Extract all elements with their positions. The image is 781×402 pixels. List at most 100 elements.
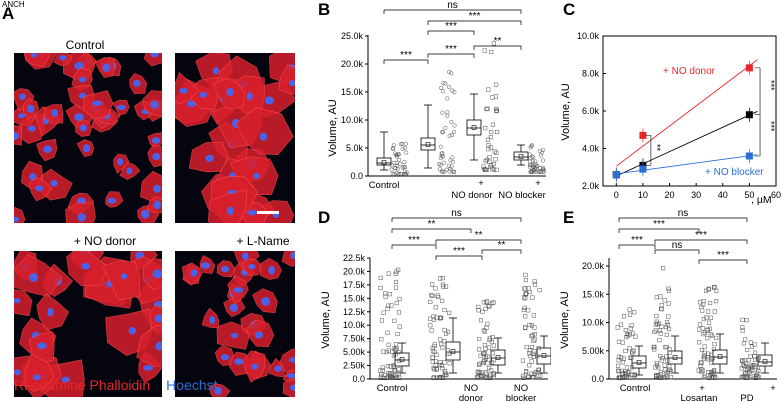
d-noblocker-point [533,370,538,375]
b-g2-point [451,129,457,135]
chart-c: Volume, AU 0 10 20 30 40 50 60 2.0k 4.0k 6.0k 8.0k… [560,31,781,206]
nucleus [126,167,133,175]
cell [278,64,295,96]
d-control-point [381,375,386,381]
e-pd-point [753,375,758,380]
d-noblocker-point [530,295,535,300]
d-control-point [393,279,399,285]
nucleus [226,87,234,97]
e-sig-4-label: ns [672,240,683,251]
e-sig-2-label: *** [653,219,665,230]
e-control-point [616,363,621,368]
e-g2-point [653,322,658,327]
b-nodonor-point [482,166,487,171]
nucleus [117,157,124,166]
nucleus [247,209,257,216]
b-g2-point [450,169,455,174]
e-control-point [631,348,636,353]
d-g2-point [437,375,442,380]
d-nodonor-point [486,303,491,308]
nucleus [78,76,87,83]
panel-label-a: A [2,4,15,23]
b-nodonor-point [482,48,487,53]
e-control-point [630,365,635,370]
e-g2-point [655,363,660,368]
b-g2-point [443,125,448,130]
d-g2-point [442,339,447,344]
c-ylabel: Volume, AU [560,83,572,141]
d-nodonor-point [474,375,479,380]
d-nodonor-point [491,375,496,380]
d-control-point [379,372,384,377]
b-nodonor-point [493,94,498,99]
d-control-point [396,267,401,272]
d-control-point [386,342,391,347]
b-y-tick-label: 0.0 [350,171,363,181]
e-y-tick-label: 10.0k [582,318,605,328]
b-y-tick-label: 5.0k [346,143,364,153]
d-nodonor-point [487,304,492,309]
e-control-point [617,375,622,380]
e-losartan-point [702,330,707,335]
b-nodonor-point [484,107,489,112]
e-losartan-point [712,341,717,347]
nucleus [128,326,137,335]
d-g2-point [438,315,443,320]
d-nodonor-point [485,361,490,366]
b-g2-point [438,144,443,149]
d-nodonor-point [484,325,489,330]
e-pd-point [743,337,748,342]
e-losartan-point [709,375,714,380]
b-g2-point [449,164,454,169]
panel-label-d: D [318,208,331,227]
e-g2-point [666,326,672,332]
e-pd-point [749,368,754,373]
e-losartan-point [706,309,711,314]
d-sig-2-bracket [391,228,472,233]
b-g2-point [440,150,445,156]
e-g2-point [653,328,658,333]
d-control-point [397,375,402,380]
d-noblocker-point [536,373,541,378]
nucleus [153,184,161,193]
e-pd-point [756,368,761,373]
d-nodonor-point [481,361,486,366]
d-g2-point [440,375,445,381]
d-noblocker-point [521,375,526,380]
nucleus [234,358,244,365]
c-point-1 [745,111,753,119]
b-control-point [403,165,408,170]
b-nodonor-point [489,130,494,135]
nucleus [152,153,161,161]
b-control-point [392,171,397,176]
e-g2-point [668,375,674,380]
b-noblocker-point [537,165,542,170]
d-control-point [388,371,393,376]
b-control-point [394,161,399,166]
nucleus [32,374,41,381]
d-control-point [385,306,390,311]
b-y-tick-label: 20.0k [341,59,364,69]
chart-e: Volume, AU 0.0 5.00k 10.0k 15.0k 20.0k ns ***… [559,208,777,402]
e-g2-point [654,295,659,300]
e-sig-6-label: *** [717,250,729,261]
d-g2-point [434,375,439,380]
e-pd-point [753,350,758,355]
e-pd-point [745,347,750,353]
d-sig-4-bracket [435,239,522,244]
c-y-tick-label: 2.0k [582,181,600,191]
e-losartan-point [700,308,705,313]
e-g2-point [665,322,670,327]
b-nodonor-point [485,106,490,111]
d-control-point [385,330,390,335]
b-y-tick-label: 15.0k [341,87,364,97]
e-losartan-point [705,336,710,341]
micrograph-l-name-top [175,53,295,223]
b-nodonor-point [486,87,491,92]
e-pd-point [756,356,761,361]
d-control-point [391,373,396,379]
b-g2-point [447,169,452,174]
b-nodonor-point [490,122,495,127]
nucleus [92,100,103,106]
e-control-point [630,351,635,356]
